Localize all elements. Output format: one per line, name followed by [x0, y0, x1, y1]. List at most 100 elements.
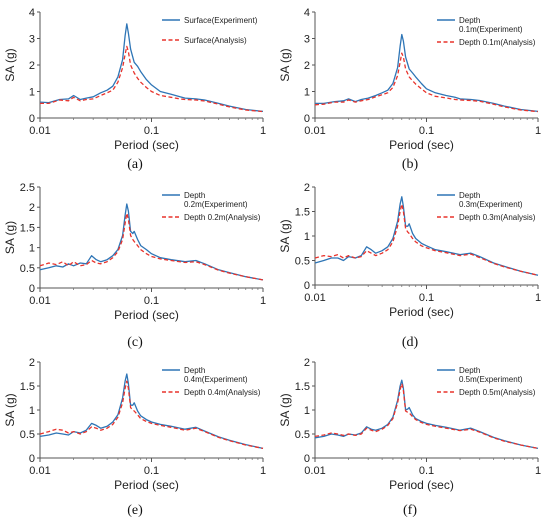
caption-e: (e) — [127, 503, 143, 518]
y-axis-label: SA (g) — [3, 48, 17, 81]
y-tick-label: 0 — [29, 283, 35, 295]
y-tick-label: 0 — [29, 453, 35, 465]
x-axis-label: Period (sec) — [114, 478, 179, 492]
legend-label: Depth — [184, 191, 205, 200]
legend-label: Depth 0.2m(Analysis) — [184, 213, 261, 222]
y-tick-label: 1.5 — [295, 381, 310, 393]
series-analysis-line — [40, 45, 264, 113]
x-tick-label: 0.1 — [419, 292, 434, 304]
chart-b: 0 1 2 3 4 0.01 0.1 1 Period (sec) SA (g) Depth0.1m… — [278, 7, 541, 152]
x-tick-label: 0.1 — [144, 295, 159, 307]
y-axis-label: SA (g) — [278, 219, 292, 252]
x-tick-label: 0.1 — [144, 465, 159, 477]
y-tick-label: 0 — [304, 453, 310, 465]
y-tick-label: 1.5 — [20, 222, 35, 234]
chart-a: 0 1 2 3 4 0.01 0.1 1 Period (sec) SA (g) Surface(E… — [3, 7, 266, 152]
legend-label: Surface(Experiment) — [184, 16, 258, 25]
x-axis-label: Period (sec) — [389, 305, 454, 319]
series-analysis-line — [39, 212, 264, 281]
legend-label: Depth 0.1m(Analysis) — [459, 38, 536, 47]
x-tick-label: 1 — [260, 295, 266, 307]
panel-f: 0 0.5 1 1.5 2 0.01 0.1 1 Period (sec) SA (g) Depth… — [275, 350, 550, 525]
x-axis-label: Period (sec) — [114, 308, 179, 322]
legend-label: 0.3m(Experiment) — [459, 200, 523, 209]
x-tick-label: 0.1 — [419, 465, 434, 477]
x-axis-label: Period (sec) — [389, 478, 454, 492]
y-tick-label: 0.5 — [295, 429, 310, 441]
legend-label: 0.2m(Experiment) — [184, 200, 248, 209]
x-tick-label: 1 — [535, 292, 541, 304]
legend-label: Depth — [459, 366, 480, 375]
chart-e: 0 0.5 1 1.5 2 0.01 0.1 1 Period (sec) SA (g) Depth… — [3, 357, 266, 492]
y-tick-label: 4 — [304, 7, 310, 19]
y-axis-label: SA (g) — [278, 393, 292, 426]
panel-d: 0 0.5 1 1.5 2 0.01 0.1 1 Period (sec) SA (g) Depth… — [275, 175, 550, 350]
y-tick-label: 4 — [29, 7, 35, 19]
y-tick-label: 2 — [304, 357, 310, 369]
legend-label: Surface(Analysis) — [184, 36, 247, 45]
x-tick-label: 1 — [260, 125, 266, 137]
chart-c: 0 0.5 1 1.5 2 2.5 0.01 0.1 1 Period (sec) SA (g) De… — [3, 182, 266, 322]
x-tick-label: 1 — [535, 125, 541, 137]
y-tick-label: 0.5 — [295, 256, 310, 268]
y-tick-label: 1.5 — [20, 381, 35, 393]
x-tick-label: 1 — [535, 465, 541, 477]
panel-e: 0 0.5 1 1.5 2 0.01 0.1 1 Period (sec) SA (g) Depth… — [0, 350, 275, 525]
y-tick-label: 2 — [29, 357, 35, 369]
caption-d: (d) — [401, 335, 419, 350]
y-tick-label: 1 — [29, 405, 35, 417]
y-tick-label: 2 — [304, 182, 310, 194]
legend-label: Depth — [184, 366, 205, 375]
x-tick-label: 0.01 — [29, 465, 50, 477]
series-experiment-line — [39, 23, 264, 113]
legend-label: Depth 0.4m(Analysis) — [184, 388, 261, 397]
caption-f: (f) — [403, 503, 417, 518]
x-tick-label: 0.01 — [29, 125, 50, 137]
x-tick-label: 1 — [260, 465, 266, 477]
x-tick-label: 0.1 — [419, 125, 434, 137]
y-axis-label: SA (g) — [3, 221, 17, 254]
chart-d: 0 0.5 1 1.5 2 0.01 0.1 1 Period (sec) SA (g) Depth… — [278, 182, 541, 319]
x-tick-label: 0.01 — [304, 125, 325, 137]
series-analysis-line — [314, 203, 539, 276]
y-tick-label: 0 — [304, 280, 310, 292]
caption-a: (a) — [127, 157, 143, 172]
y-tick-label: 3 — [29, 34, 35, 46]
x-tick-label: 0.01 — [304, 465, 325, 477]
legend-label: 0.1m(Experiment) — [459, 25, 523, 34]
y-tick-label: 1 — [29, 87, 35, 99]
caption-c: (c) — [127, 335, 143, 350]
y-tick-label: 1.5 — [295, 207, 310, 219]
y-tick-label: 2 — [304, 60, 310, 72]
legend-label: 0.4m(Experiment) — [184, 375, 248, 384]
legend-label: Depth — [459, 16, 480, 25]
legend-label: Depth 0.3m(Analysis) — [459, 213, 536, 222]
legend-label: Depth — [459, 191, 480, 200]
legend-label: 0.5m(Experiment) — [459, 375, 523, 384]
chart-f: 0 0.5 1 1.5 2 0.01 0.1 1 Period (sec) SA (g) Depth… — [278, 357, 541, 492]
series-analysis-line — [314, 382, 539, 450]
legend-label: Depth 0.5m(Analysis) — [459, 388, 536, 397]
y-tick-label: 1 — [304, 405, 310, 417]
y-tick-label: 2 — [29, 60, 35, 72]
y-tick-label: 1 — [304, 231, 310, 243]
y-tick-label: 1 — [304, 87, 310, 99]
y-tick-label: 2.5 — [20, 182, 35, 194]
y-tick-label: 1 — [29, 243, 35, 255]
y-tick-label: 0 — [304, 113, 310, 125]
y-tick-label: 0.5 — [20, 429, 35, 441]
panel-b: 0 1 2 3 4 0.01 0.1 1 Period (sec) SA (g) Depth 0.1m… — [275, 0, 550, 175]
x-tick-label: 0.01 — [304, 292, 325, 304]
y-axis-label: SA (g) — [3, 393, 17, 426]
x-tick-label: 0.1 — [144, 125, 159, 137]
y-tick-label: 2 — [29, 202, 35, 214]
series-analysis-line — [314, 52, 539, 113]
y-tick-label: 0.5 — [20, 263, 35, 275]
x-tick-label: 0.01 — [29, 295, 50, 307]
panel-c: 0 0.5 1 1.5 2 2.5 0.01 0.1 1 Period (sec) SA (g) De… — [0, 175, 275, 350]
series-experiment-line — [39, 373, 264, 450]
caption-b: (b) — [401, 157, 419, 172]
y-tick-label: 3 — [304, 34, 310, 46]
y-tick-label: 0 — [29, 113, 35, 125]
y-axis-label: SA (g) — [278, 48, 292, 81]
